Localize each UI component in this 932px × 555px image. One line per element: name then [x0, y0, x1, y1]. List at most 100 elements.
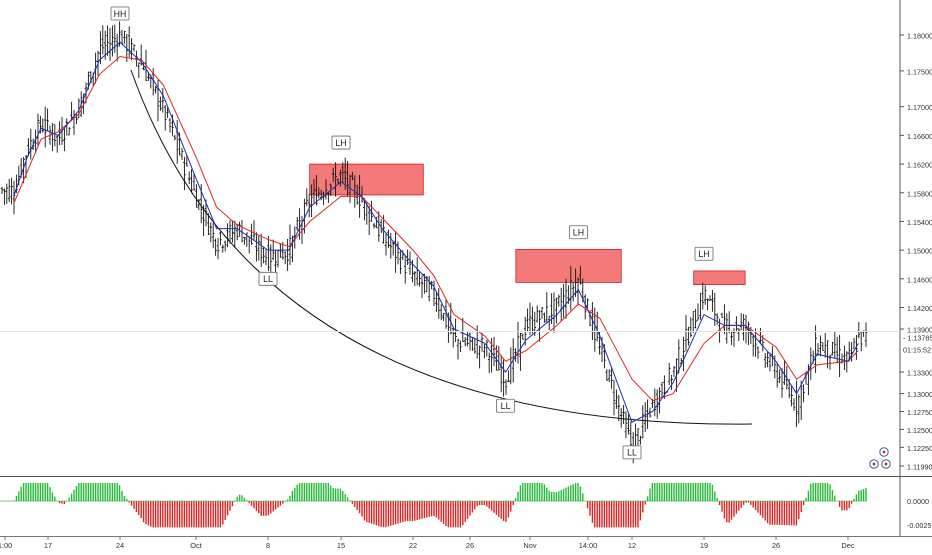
oscillator-bar: [503, 501, 504, 521]
oscillator-bar: [474, 501, 475, 509]
oscillator-bar: [388, 501, 389, 526]
oscillator-bar: [270, 501, 271, 513]
swing-label-ll: LL: [497, 399, 515, 412]
oscillator-bar: [407, 501, 408, 521]
oscillator-bar: [90, 483, 91, 501]
oscillator-bar: [335, 489, 336, 502]
oscillator-bar: [83, 483, 84, 501]
oscillator-bar: [844, 501, 845, 510]
oscillator-bar: [105, 483, 106, 501]
oscillator-bar: [318, 483, 319, 501]
oscillator-bar: [364, 501, 365, 520]
y-tick-label: 1.12250: [907, 444, 932, 453]
supply-zone-box: [516, 249, 621, 282]
oscillator-bar: [333, 488, 334, 501]
oscillator-bar: [481, 501, 482, 505]
oscillator-bar: [606, 501, 607, 527]
oscillator-bar: [453, 501, 454, 527]
oscillator-bar: [205, 501, 206, 527]
oscillator-bar: [438, 501, 439, 520]
swing-label-lh: LH: [332, 136, 350, 149]
svg-text:LL: LL: [627, 448, 637, 458]
oscillator-bar: [678, 483, 679, 501]
oscillator-bar: [693, 483, 694, 501]
oscillator-bar: [568, 486, 569, 501]
oscillator-bar: [486, 501, 487, 507]
oscillator-bar: [52, 492, 53, 501]
oscillator-bar: [306, 483, 307, 501]
oscillator-bar: [839, 501, 840, 507]
oscillator-bar: [544, 484, 545, 501]
y-tick-label: 1.15800: [907, 189, 932, 198]
oscillator-bar: [633, 501, 634, 527]
oscillator-bar: [16, 496, 17, 502]
oscillator-bar: [213, 501, 214, 527]
oscillator-bar: [477, 501, 478, 506]
oscillator-bar: [124, 496, 125, 501]
oscillator-bar: [611, 501, 612, 527]
y-tick-label: 1.18000: [907, 32, 932, 41]
x-tick-label: 12: [628, 541, 636, 550]
oscillator-bar: [436, 501, 437, 518]
oscillator-bar: [397, 501, 398, 524]
oscillator-bar: [527, 483, 528, 501]
oscillator-bar: [417, 501, 418, 520]
x-tick-label: Oct: [190, 541, 202, 550]
y-tick-label: 1.11990: [907, 463, 932, 472]
oscillator-bar: [801, 501, 802, 512]
oscillator-bar: [352, 501, 353, 504]
oscillator-bar: [395, 501, 396, 524]
swing-label-lh: LH: [695, 247, 713, 260]
oscillator-bar: [803, 501, 804, 505]
oscillator-bar: [393, 501, 394, 525]
oscillator-bar: [28, 483, 29, 501]
oscillator-bar: [827, 483, 828, 501]
oscillator-bar: [861, 490, 862, 502]
x-tick-label: Nov: [523, 541, 536, 550]
oscillator-bar: [292, 491, 293, 501]
oscillator-bar: [733, 501, 734, 517]
oscillator-bar: [220, 501, 221, 527]
oscillator-bar: [647, 496, 648, 501]
oscillator-bar: [37, 483, 38, 501]
oscillator-bar: [330, 486, 331, 502]
swing-label-lh: LH: [569, 226, 587, 239]
oscillator-bar: [133, 501, 134, 509]
oscillator-bar: [623, 501, 624, 527]
oscillator-bar: [712, 485, 713, 502]
oscillator-bar: [73, 490, 74, 502]
oscillator-bar: [825, 483, 826, 501]
oscillator-bar: [549, 491, 550, 502]
oscillator-bar: [769, 501, 770, 525]
oscillator-bar: [849, 501, 850, 508]
oscillator-bar: [685, 483, 686, 501]
oscillator-bar: [316, 483, 317, 501]
oscillator-bar: [210, 501, 211, 527]
oscillator-bar: [426, 501, 427, 518]
oscillator-bar: [489, 501, 490, 509]
oscillator-bar: [681, 483, 682, 501]
oscillator-bar: [85, 483, 86, 501]
oscillator-bar: [642, 501, 643, 512]
oscillator-bar: [289, 496, 290, 502]
oscillator-bar: [239, 495, 240, 502]
oscillator-bar: [513, 501, 514, 505]
oscillator-bar: [114, 483, 115, 501]
oscillator-bar: [738, 501, 739, 511]
oscillator-bar: [47, 483, 48, 501]
oscillator-bar: [59, 501, 60, 503]
oscillator-bar: [810, 484, 811, 502]
oscillator-bar: [189, 501, 190, 527]
oscillator-bar: [556, 492, 557, 501]
oscillator-bar: [597, 501, 598, 527]
oscillator-bar: [755, 501, 756, 510]
oscillator-bar: [630, 501, 631, 527]
oscillator-bar: [577, 483, 578, 501]
oscillator-bar: [822, 483, 823, 501]
bar-countdown-label: 01:15:52: [903, 345, 931, 354]
oscillator-bar: [431, 501, 432, 516]
oscillator-bar: [273, 501, 274, 512]
oscillator-bar: [153, 501, 154, 527]
